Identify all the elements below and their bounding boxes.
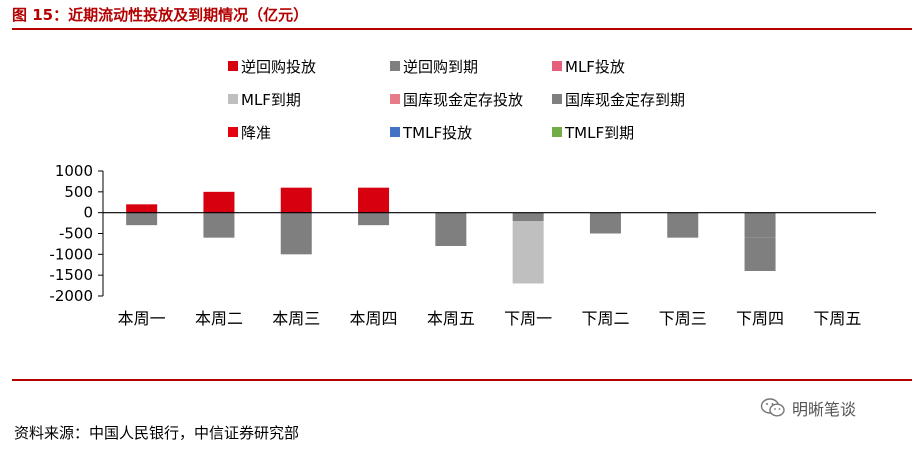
x-tick-label: 本周五 bbox=[427, 309, 475, 328]
bar-segment bbox=[203, 212, 235, 238]
y-tick-label: 500 bbox=[64, 183, 93, 201]
legend-swatch bbox=[552, 94, 562, 104]
title-rule bbox=[12, 28, 912, 30]
y-tick-label: 1000 bbox=[55, 162, 93, 180]
bar-segment bbox=[358, 187, 390, 213]
legend-label: 国库现金定存到期 bbox=[565, 91, 685, 109]
bar-segment bbox=[203, 191, 235, 213]
y-tick-label: -1500 bbox=[49, 266, 93, 284]
x-tick-label: 下周二 bbox=[581, 309, 629, 328]
watermark-text: 明晰笔谈 bbox=[792, 400, 857, 419]
x-tick-label: 下周四 bbox=[736, 309, 784, 328]
legend-label: 逆回购到期 bbox=[403, 58, 478, 76]
x-tick-label: 本周三 bbox=[272, 309, 320, 328]
legend-swatch bbox=[228, 61, 238, 71]
bar-segment bbox=[512, 221, 544, 284]
bar-segment bbox=[512, 212, 544, 221]
wechat-icon bbox=[760, 398, 785, 417]
bottom-rule bbox=[12, 379, 912, 381]
bar-segment bbox=[589, 212, 621, 234]
legend-label: MLF到期 bbox=[241, 91, 301, 109]
watermark: 明晰笔谈 bbox=[760, 396, 856, 420]
legend-swatch bbox=[390, 94, 400, 104]
bar-segment bbox=[744, 237, 776, 271]
bar-segment bbox=[280, 212, 312, 255]
legend-label: 国库现金定存投放 bbox=[403, 91, 523, 109]
bar-segment bbox=[126, 212, 158, 226]
bar-segment bbox=[744, 212, 776, 238]
source-note: 资料来源：中国人民银行，中信证券研究部 bbox=[14, 424, 300, 442]
y-tick-label: -2000 bbox=[49, 287, 93, 305]
legend-label: 降准 bbox=[241, 124, 271, 142]
legend-label: 逆回购投放 bbox=[241, 58, 316, 76]
bar-segment bbox=[280, 187, 312, 213]
legend-swatch bbox=[552, 127, 562, 137]
x-tick-label: 本周四 bbox=[350, 309, 398, 328]
y-tick-label: 0 bbox=[83, 204, 93, 222]
x-tick-label: 下周一 bbox=[504, 309, 552, 328]
legend-swatch bbox=[390, 127, 400, 137]
legend-swatch bbox=[228, 94, 238, 104]
legend-label: MLF投放 bbox=[565, 58, 625, 76]
bar-segment bbox=[435, 212, 467, 246]
x-tick-label: 下周三 bbox=[659, 309, 707, 328]
legend-label: TMLF投放 bbox=[402, 124, 472, 142]
figure-title: 图 15：近期流动性投放及到期情况（亿元） bbox=[12, 6, 309, 24]
legend-swatch bbox=[390, 61, 400, 71]
x-tick-label: 下周五 bbox=[813, 309, 861, 328]
x-tick-label: 本周一 bbox=[118, 309, 166, 328]
y-tick-label: -1000 bbox=[49, 245, 93, 263]
legend-label: TMLF到期 bbox=[564, 124, 634, 142]
bar-segment bbox=[667, 212, 699, 238]
x-tick-label: 本周二 bbox=[195, 309, 243, 328]
legend-swatch bbox=[552, 61, 562, 71]
bar-segment bbox=[126, 204, 158, 213]
bar-segment bbox=[358, 212, 390, 226]
y-tick-label: -500 bbox=[59, 225, 93, 243]
legend-swatch bbox=[228, 127, 238, 137]
